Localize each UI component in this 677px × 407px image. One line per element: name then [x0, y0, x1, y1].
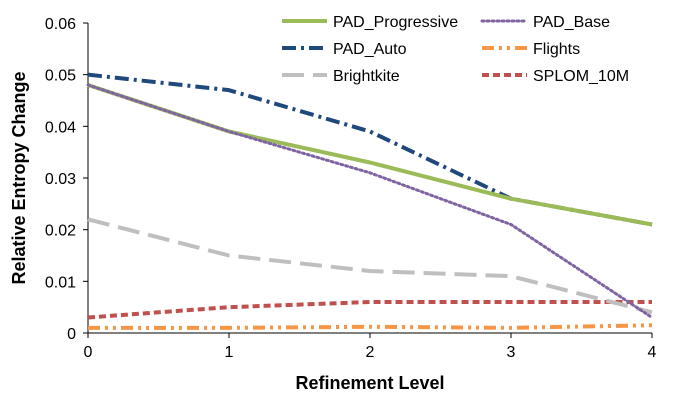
x-tick-label: 4	[648, 344, 657, 361]
y-tick-label: 0.04	[45, 119, 76, 136]
series-line-flights	[88, 323, 653, 330]
y-axis-title: Relative Entropy Change	[9, 71, 29, 284]
legend-item-flights: Flights	[482, 41, 580, 58]
x-axis-ticks: 0 1 2 3 4	[84, 333, 657, 361]
series-line-splom-10m	[87, 300, 652, 320]
y-tick-label: 0	[67, 326, 76, 343]
legend-label: PAD_Progressive	[333, 14, 458, 31]
series-line-pad-base	[86, 83, 654, 319]
series-lines	[86, 72, 654, 330]
y-axis-ticks: 0 0.01 0.02 0.03 0.04 0.05 0.06	[45, 16, 88, 343]
plot-area: 0 0.01 0.02 0.03 0.04 0.05 0.06 0 1 2 3 4	[45, 16, 657, 361]
y-tick-label: 0.06	[45, 16, 76, 33]
legend-label: Flights	[533, 41, 580, 58]
x-tick-label: 3	[507, 344, 516, 361]
x-axis-title: Refinement Level	[295, 373, 444, 393]
legend-label: PAD_Base	[533, 14, 610, 31]
y-tick-label: 0.02	[45, 223, 76, 240]
legend-label: PAD_Auto	[333, 41, 407, 58]
y-tick-label: 0.03	[45, 171, 76, 188]
series-line-pad-progressive	[87, 83, 653, 227]
x-tick-label: 2	[366, 344, 375, 361]
x-tick-label: 0	[84, 344, 93, 361]
legend-item-pad-progressive: PAD_Progressive	[282, 14, 458, 31]
x-tick-label: 1	[225, 344, 234, 361]
legend-item-brightkite: Brightkite	[282, 68, 400, 85]
legend-label: Brightkite	[333, 68, 400, 85]
series-line-brightkite	[87, 217, 653, 315]
legend-label: SPLOM_10M	[533, 68, 629, 85]
legend: PAD_Progressive PAD_Base PAD_Auto Flights Br…	[282, 14, 629, 85]
series-line-pad-auto	[87, 72, 653, 227]
legend-item-pad-base: PAD_Base	[480, 14, 610, 31]
legend-item-splom-10m: SPLOM_10M	[482, 68, 629, 85]
y-tick-label: 0.05	[45, 68, 76, 85]
legend-item-pad-auto: PAD_Auto	[282, 41, 407, 58]
y-tick-label: 0.01	[45, 274, 76, 291]
